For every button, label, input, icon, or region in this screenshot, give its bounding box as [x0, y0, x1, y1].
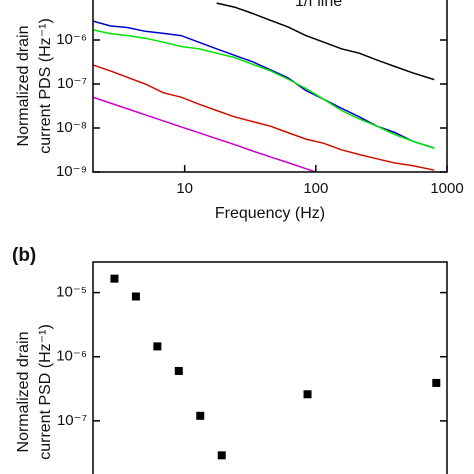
point: [153, 342, 162, 351]
y-tick-label: 10⁻⁷: [57, 75, 87, 92]
point: [303, 390, 312, 399]
x-tick-label: 10: [176, 180, 193, 197]
y-tick-label: 10⁻⁸: [56, 119, 87, 136]
y-tick-label: 10⁻⁶: [56, 348, 87, 365]
y-tick-label: 10⁻⁹: [56, 163, 87, 180]
y-axis-label: current PSD (Hz⁻¹): [37, 324, 54, 460]
y-tick-label: 10⁻⁶: [56, 31, 87, 48]
x-axis-label: Frequency (Hz): [215, 205, 325, 222]
series-line: [93, 29, 435, 149]
frame-b: [92, 261, 448, 474]
point: [174, 366, 183, 375]
panel-label: (b): [12, 245, 36, 266]
x-tick-label: 1000: [430, 180, 463, 197]
series-line: [93, 96, 319, 172]
plot-area-b: [110, 274, 441, 460]
point: [131, 292, 140, 301]
y-axis-label: Normalized drain: [15, 332, 32, 453]
x-tick-label: 100: [303, 180, 328, 197]
y-axis-label: current PDS (Hz⁻¹): [37, 18, 54, 154]
frame-a: [92, 0, 448, 173]
point: [217, 451, 226, 460]
point: [196, 411, 205, 420]
annotation: 1/f line: [295, 0, 342, 10]
plot-area-a: [93, 2, 435, 172]
point: [110, 274, 119, 283]
y-tick-label: 10⁻⁵: [56, 284, 87, 301]
y-axis-label: Normalized drain: [15, 26, 32, 147]
point: [432, 378, 441, 387]
series-line: [93, 64, 435, 171]
series-line: [216, 2, 435, 81]
y-tick-label: 10⁻⁷: [57, 412, 87, 429]
